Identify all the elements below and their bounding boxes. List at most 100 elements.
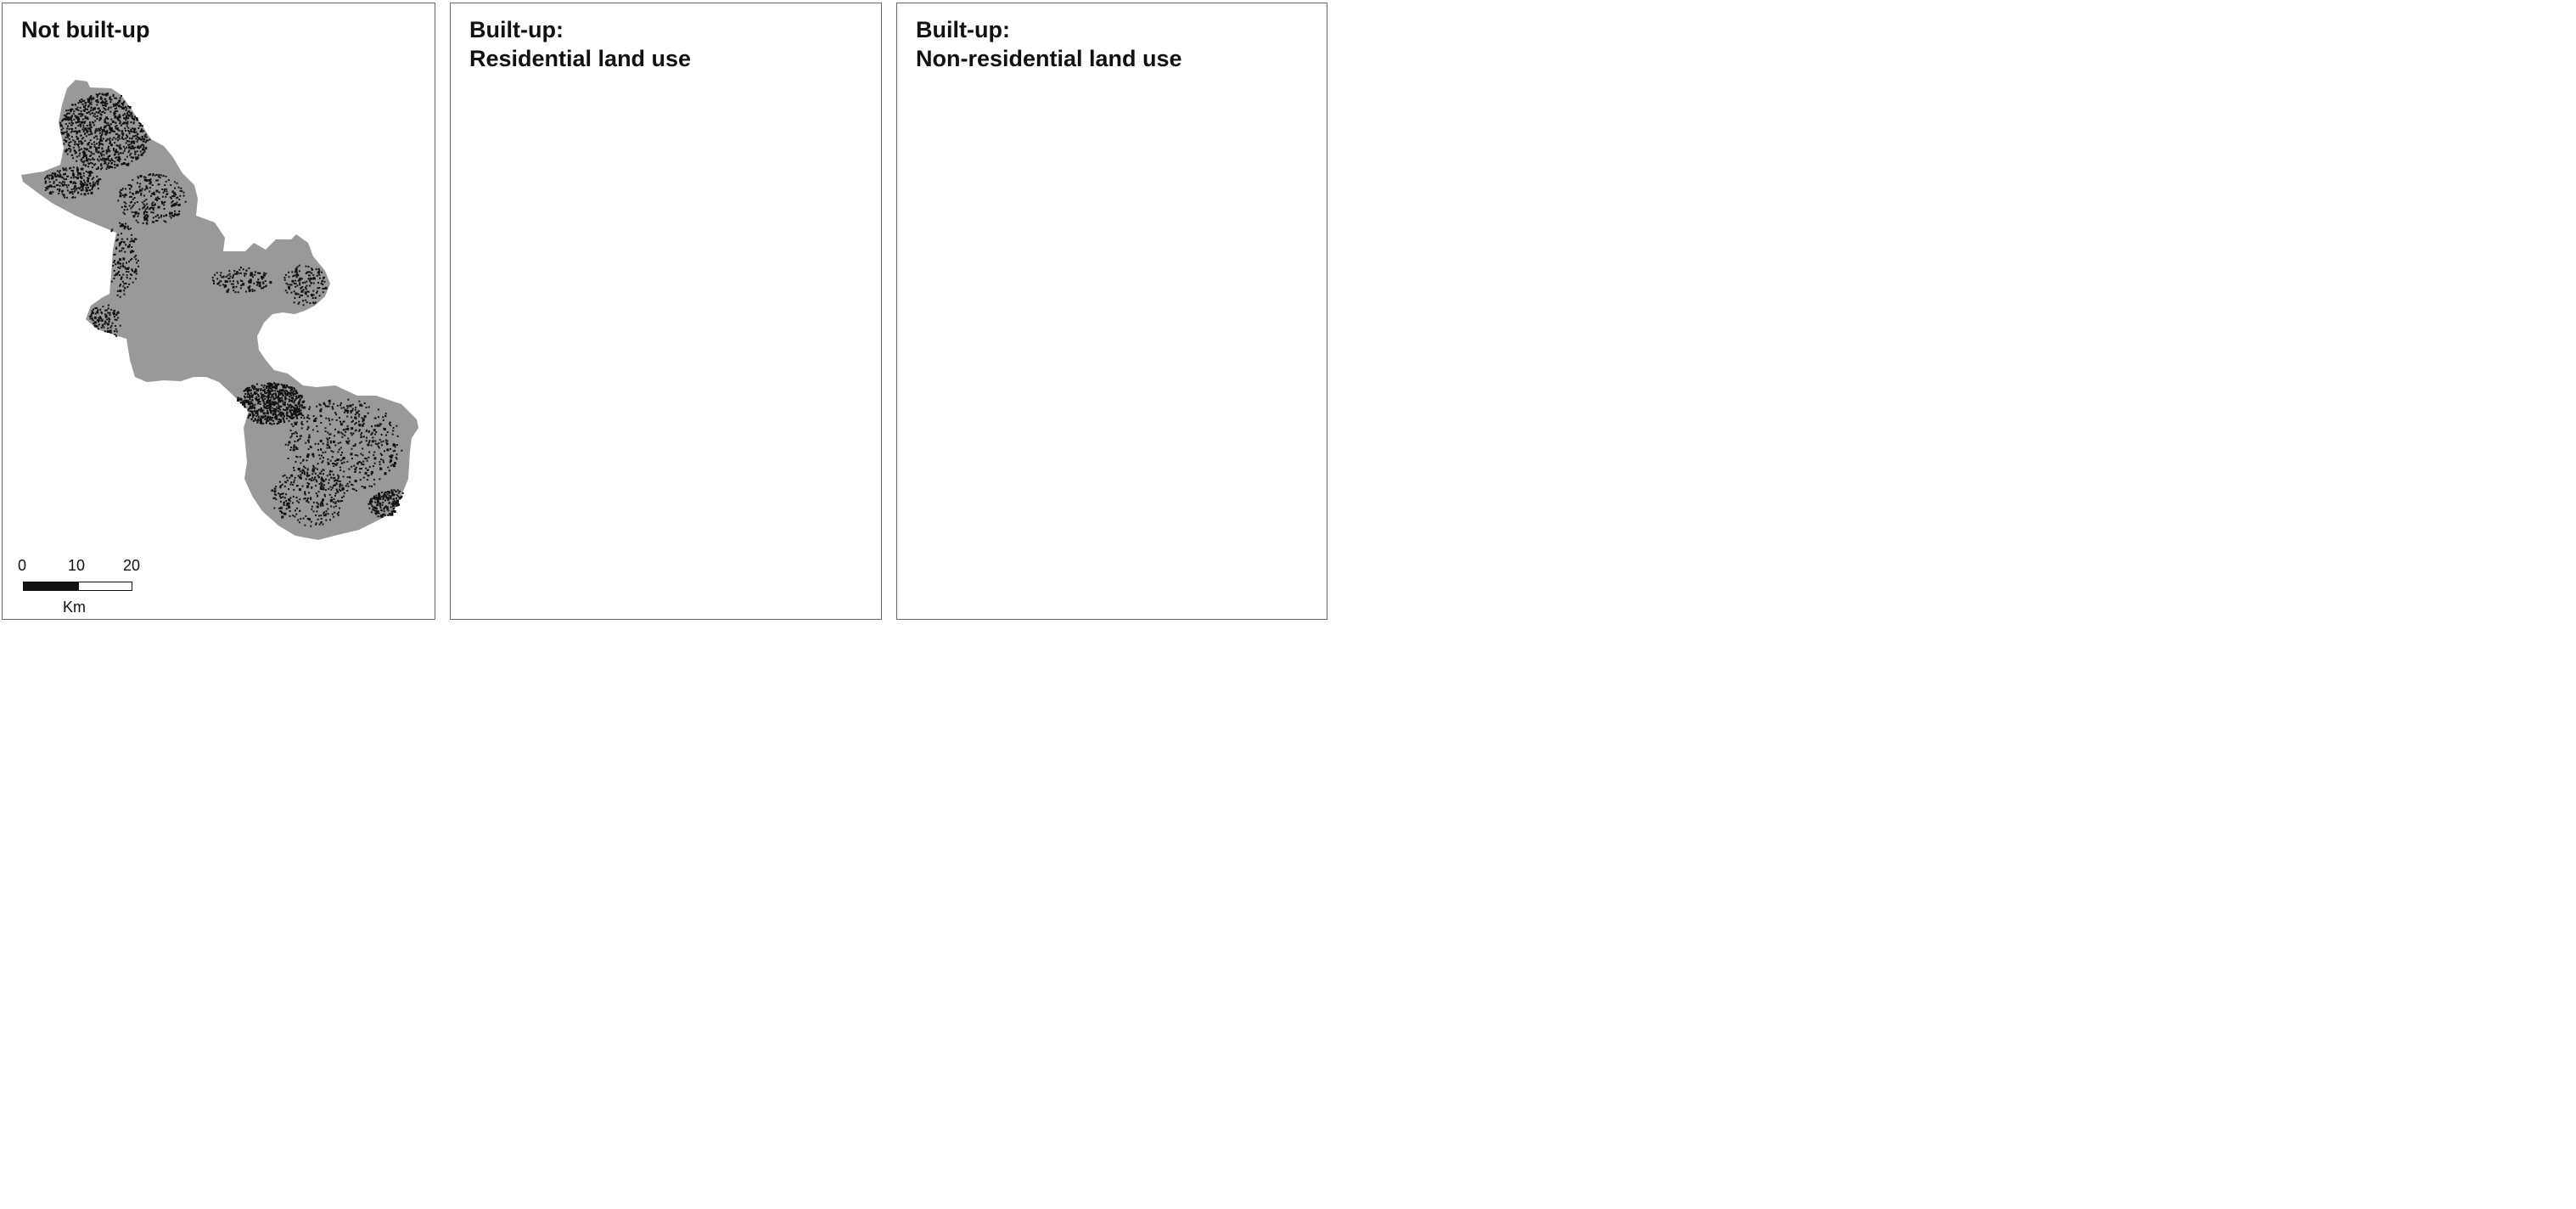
land-use-point (284, 398, 287, 401)
land-use-point (254, 410, 255, 413)
land-use-point (57, 175, 59, 177)
land-use-point (332, 408, 334, 410)
land-use-point (373, 509, 375, 512)
land-use-point (104, 112, 106, 114)
land-use-point (146, 139, 149, 142)
land-use-point (134, 238, 137, 240)
land-use-point (71, 104, 73, 106)
land-use-point (290, 417, 294, 419)
land-use-point (295, 446, 297, 448)
land-use-point (255, 392, 258, 395)
land-use-point (308, 434, 311, 436)
land-use-point (158, 191, 160, 194)
land-use-point (322, 523, 324, 526)
land-use-point (368, 507, 371, 509)
land-use-point (92, 312, 94, 314)
land-use-point (96, 180, 98, 183)
land-use-point (380, 458, 383, 460)
land-use-point (308, 492, 311, 494)
land-use-point (286, 479, 289, 481)
land-use-point (126, 286, 129, 288)
land-use-point (396, 489, 399, 492)
land-use-point (121, 238, 123, 240)
land-use-point (337, 514, 340, 516)
land-use-point (370, 444, 373, 447)
land-use-point (163, 215, 166, 217)
land-use-point (87, 130, 89, 132)
land-use-point (317, 495, 318, 498)
land-use-point (383, 497, 385, 499)
land-use-point (274, 408, 278, 411)
land-use-point (361, 468, 362, 470)
land-use-point (290, 447, 293, 448)
land-use-point (306, 482, 309, 484)
land-use-point (135, 258, 137, 261)
land-use-point (387, 499, 390, 502)
land-use-point (121, 132, 123, 135)
land-use-point (354, 480, 357, 483)
land-use-point (265, 405, 267, 408)
land-use-point (322, 291, 324, 294)
land-use-point (351, 403, 354, 406)
land-use-point (392, 508, 395, 510)
land-use-point (86, 130, 88, 132)
land-use-point (104, 105, 107, 108)
land-use-point (313, 478, 316, 481)
land-use-point (340, 407, 343, 409)
land-use-point (139, 188, 141, 191)
land-use-point (320, 283, 323, 284)
land-use-point (171, 211, 173, 214)
land-use-point (323, 457, 324, 459)
land-use-point (249, 413, 251, 417)
land-use-point (393, 502, 396, 504)
land-use-point (93, 113, 96, 115)
land-use-point (128, 283, 131, 285)
land-use-point (252, 394, 255, 396)
land-use-point (396, 453, 398, 456)
land-use-point (371, 485, 373, 487)
land-use-point (132, 127, 133, 130)
land-use-point (64, 181, 65, 183)
land-use-point (324, 495, 326, 498)
land-use-point (152, 174, 154, 177)
land-use-point (260, 407, 262, 409)
land-use-point (73, 149, 76, 151)
land-use-point (65, 169, 68, 172)
land-use-point (244, 273, 247, 275)
land-use-point (91, 318, 93, 320)
land-use-point (82, 124, 85, 127)
land-use-point (120, 262, 122, 265)
land-use-point (76, 121, 79, 124)
land-use-point (100, 102, 103, 104)
land-use-point (324, 430, 327, 433)
land-use-point (368, 503, 370, 505)
land-use-point (89, 184, 92, 187)
land-use-point (138, 122, 141, 124)
land-use-point (369, 503, 372, 505)
land-use-point (395, 490, 397, 492)
land-use-point (341, 500, 344, 502)
land-use-point (323, 287, 326, 290)
land-use-point (130, 195, 132, 198)
land-use-point (305, 515, 307, 517)
land-use-point (67, 119, 70, 121)
land-use-point (384, 439, 387, 441)
land-use-point (272, 413, 274, 415)
land-use-point (53, 182, 55, 184)
land-use-point (117, 200, 120, 202)
land-use-point (339, 466, 341, 469)
land-use-point (386, 507, 389, 509)
land-use-point (131, 268, 133, 271)
land-use-point (70, 124, 72, 127)
land-use-point (166, 188, 168, 190)
land-use-point (109, 330, 111, 333)
land-use-point (114, 166, 116, 169)
land-use-point (332, 477, 334, 480)
land-use-point (126, 114, 129, 116)
land-use-point (142, 222, 144, 224)
land-use-point (278, 401, 279, 403)
land-use-point (80, 140, 82, 143)
land-use-point (143, 176, 145, 178)
land-use-point (373, 454, 375, 457)
land-use-point (250, 392, 252, 395)
